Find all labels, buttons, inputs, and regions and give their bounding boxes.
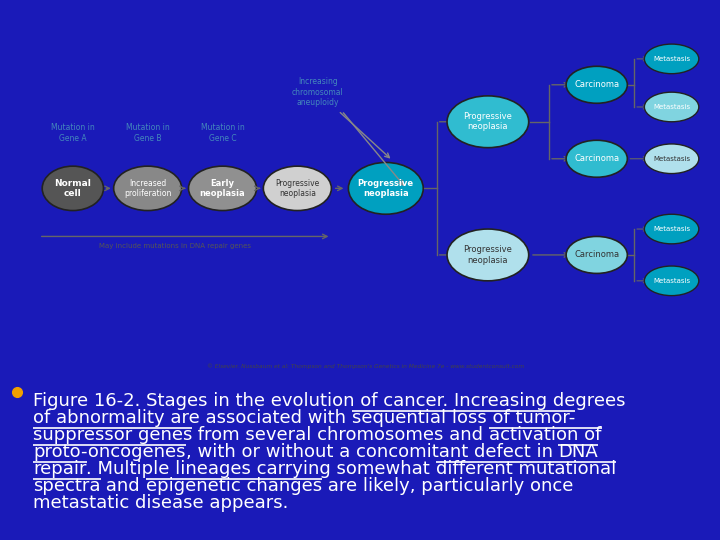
Text: Carcinoma: Carcinoma — [574, 80, 619, 89]
Text: Metastasis: Metastasis — [653, 56, 690, 62]
Text: Metastasis: Metastasis — [653, 278, 690, 284]
Text: Progressive
neoplasia: Progressive neoplasia — [358, 179, 414, 198]
Text: Increased
proliferation: Increased proliferation — [124, 179, 171, 198]
Text: Metastasis: Metastasis — [653, 226, 690, 232]
Text: activation of: activation of — [489, 426, 601, 444]
Text: DNA: DNA — [558, 443, 598, 461]
Ellipse shape — [644, 92, 699, 122]
Text: , with or without a concomitant defect in: , with or without a concomitant defect i… — [186, 443, 558, 461]
Ellipse shape — [42, 166, 104, 211]
Text: Progressive
neoplasia: Progressive neoplasia — [464, 245, 513, 265]
Text: and: and — [101, 477, 146, 495]
Text: Carcinoma: Carcinoma — [574, 154, 619, 163]
Ellipse shape — [114, 166, 181, 211]
Text: . Multiple lineages carrying somewhat: . Multiple lineages carrying somewhat — [86, 460, 436, 478]
Ellipse shape — [644, 266, 699, 295]
Text: Mutation in
Gene C: Mutation in Gene C — [201, 123, 244, 143]
Ellipse shape — [189, 166, 256, 211]
Ellipse shape — [644, 214, 699, 244]
Text: © Elsevier. Nussbaum et al: Thompson and Thompson's Genetics in Medicine 7e - ww: © Elsevier. Nussbaum et al: Thompson and… — [207, 363, 524, 369]
Text: Figure 16-2. Stages in the evolution of cancer. Increasing degrees: Figure 16-2. Stages in the evolution of … — [33, 392, 626, 410]
Text: from several chromosomes and: from several chromosomes and — [192, 426, 489, 444]
Text: Increasing
chromosomal
aneuploidy: Increasing chromosomal aneuploidy — [292, 77, 343, 107]
Ellipse shape — [644, 144, 699, 173]
Text: Metastasis: Metastasis — [653, 156, 690, 162]
Text: proto-oncogenes: proto-oncogenes — [33, 443, 186, 461]
Text: May include mutations in DNA repair genes: May include mutations in DNA repair gene… — [99, 242, 251, 248]
Text: are likely, particularly once: are likely, particularly once — [322, 477, 573, 495]
Ellipse shape — [566, 140, 627, 177]
Text: Metastasis: Metastasis — [653, 104, 690, 110]
Text: suppressor genes: suppressor genes — [33, 426, 192, 444]
Text: Mutation in
Gene A: Mutation in Gene A — [51, 123, 95, 143]
Ellipse shape — [566, 237, 627, 273]
Text: Progressive
neoplasia: Progressive neoplasia — [275, 179, 320, 198]
Text: sequential loss of tumor-: sequential loss of tumor- — [352, 409, 575, 427]
Text: Carcinoma: Carcinoma — [574, 251, 619, 259]
Text: Mutation in
Gene B: Mutation in Gene B — [126, 123, 169, 143]
Ellipse shape — [348, 163, 423, 214]
Text: epigenetic changes: epigenetic changes — [146, 477, 322, 495]
Ellipse shape — [447, 229, 528, 281]
Text: metastatic disease appears.: metastatic disease appears. — [33, 494, 289, 512]
Ellipse shape — [447, 96, 528, 147]
Text: Normal
cell: Normal cell — [55, 179, 91, 198]
Text: spectra: spectra — [33, 477, 101, 495]
Text: Progressive
neoplasia: Progressive neoplasia — [464, 112, 513, 131]
Ellipse shape — [264, 166, 331, 211]
Text: of abnormality are associated with: of abnormality are associated with — [33, 409, 352, 427]
Text: Early
neoplasia: Early neoplasia — [199, 179, 246, 198]
Text: different mutational: different mutational — [436, 460, 616, 478]
Ellipse shape — [644, 44, 699, 73]
Ellipse shape — [566, 66, 627, 103]
Text: repair: repair — [33, 460, 86, 478]
